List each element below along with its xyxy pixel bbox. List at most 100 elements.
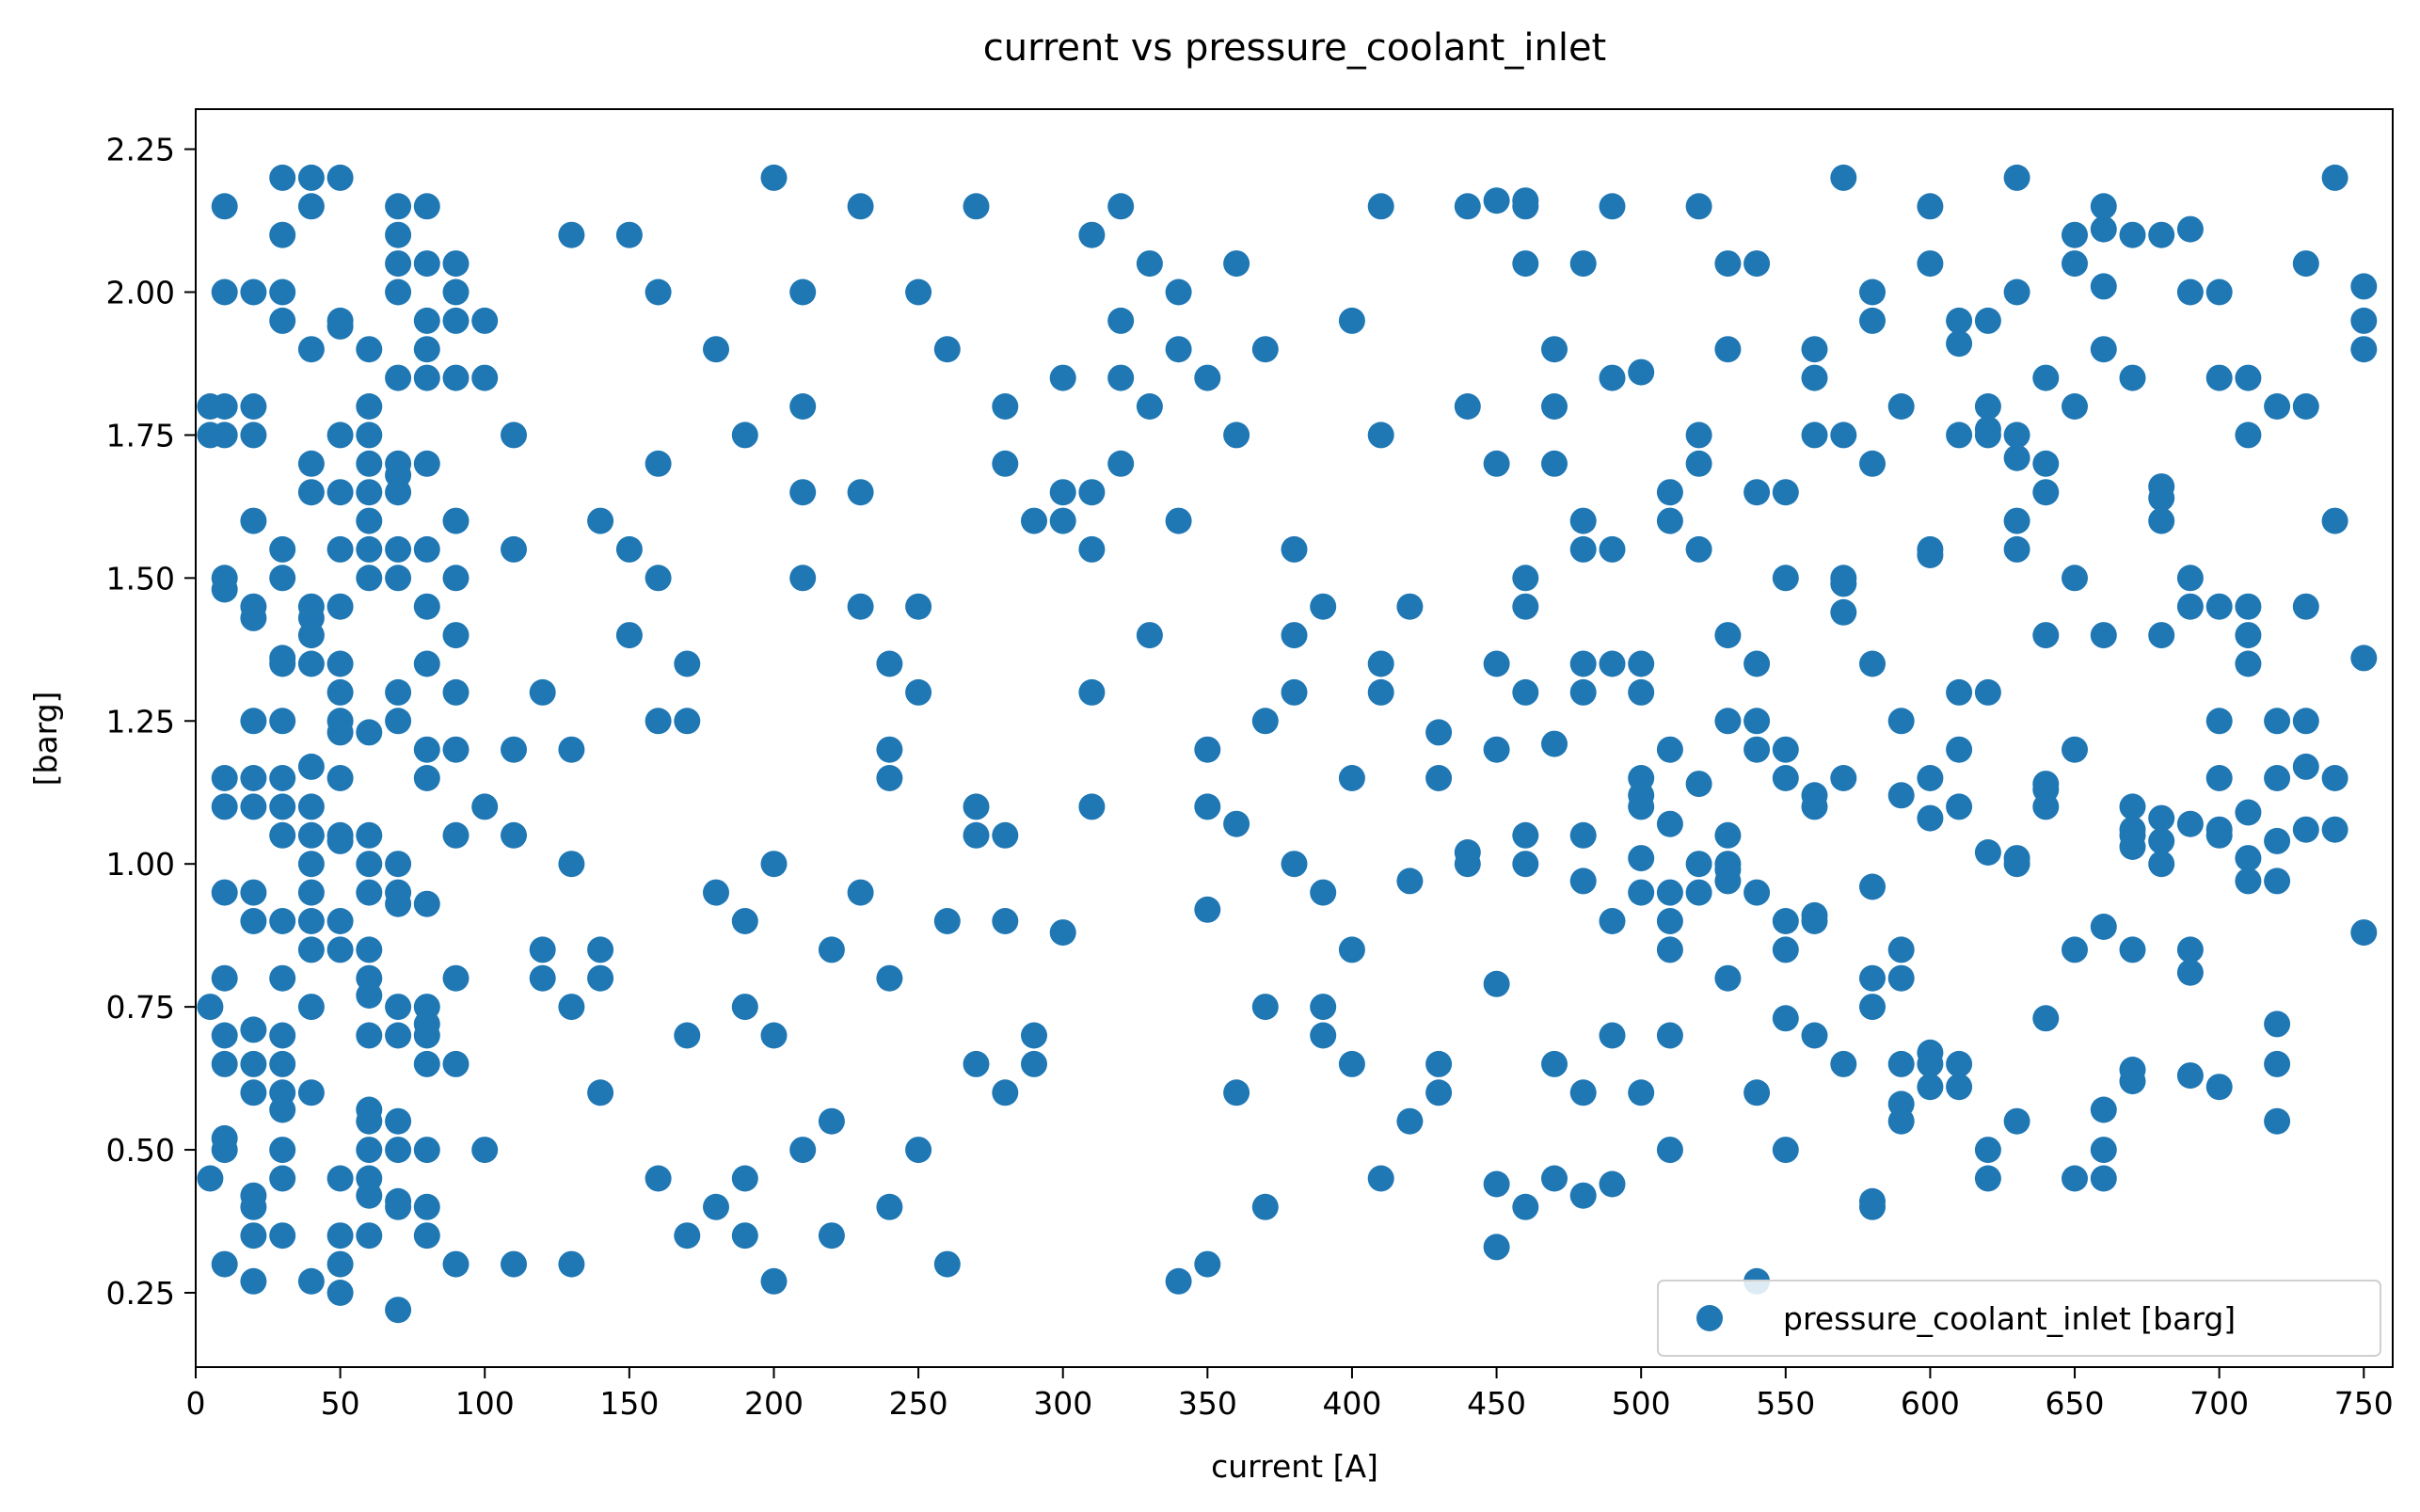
data-point xyxy=(1454,393,1481,420)
data-point xyxy=(2148,507,2175,534)
data-point xyxy=(1107,450,1135,477)
data-point xyxy=(1107,307,1135,334)
data-point xyxy=(1743,708,1771,735)
data-point xyxy=(326,164,354,191)
data-point xyxy=(1859,964,1886,992)
legend: pressure_coolant_inlet [barg] xyxy=(1657,1280,2381,1357)
data-point xyxy=(1917,250,1944,278)
data-point xyxy=(1859,873,1886,900)
data-point xyxy=(876,1193,903,1220)
data-point xyxy=(2176,936,2204,963)
data-point xyxy=(2148,804,2175,832)
data-point xyxy=(1021,1022,1047,1049)
data-point xyxy=(1628,845,1655,872)
data-point xyxy=(501,535,527,563)
data-point xyxy=(2003,507,2030,534)
data-point xyxy=(2032,1005,2060,1032)
data-point xyxy=(1396,1107,1424,1135)
x-tick-label: 750 xyxy=(2334,1385,2394,1422)
data-point xyxy=(240,1050,267,1077)
data-point xyxy=(847,879,874,906)
data-point xyxy=(326,650,354,677)
data-point xyxy=(1165,1267,1192,1295)
data-point xyxy=(326,765,354,791)
data-point xyxy=(326,936,354,963)
data-point xyxy=(2062,565,2088,592)
data-point xyxy=(1281,535,1308,563)
data-point xyxy=(1512,565,1539,592)
data-point xyxy=(1512,1193,1539,1220)
data-point xyxy=(1946,330,1973,358)
chart-title: current vs pressure_coolant_inlet xyxy=(983,26,1606,70)
data-point xyxy=(963,793,990,820)
data-point xyxy=(1367,678,1394,706)
data-point xyxy=(1830,1050,1857,1077)
data-point xyxy=(876,765,903,791)
legend-marker xyxy=(1696,1305,1723,1331)
data-point xyxy=(1656,1137,1683,1164)
data-point xyxy=(385,479,412,506)
data-point xyxy=(1599,364,1626,391)
data-point xyxy=(1743,250,1771,278)
data-point xyxy=(933,1250,961,1278)
data-point xyxy=(413,364,440,391)
data-point xyxy=(269,821,296,849)
data-point xyxy=(385,1193,412,1220)
x-tick-label: 600 xyxy=(1901,1385,1960,1422)
data-point xyxy=(731,994,758,1021)
data-point xyxy=(356,393,383,420)
data-point xyxy=(269,279,296,306)
data-point xyxy=(1974,1137,2001,1164)
data-point xyxy=(2292,393,2319,420)
data-point xyxy=(2003,851,2030,878)
data-point xyxy=(1656,507,1683,534)
x-tick-label: 50 xyxy=(321,1385,360,1422)
data-point xyxy=(385,279,412,306)
data-point xyxy=(1946,1050,1973,1077)
data-point xyxy=(326,1250,354,1278)
data-point xyxy=(413,593,440,620)
legend-entry-pressure-coolant-inlet: pressure_coolant_inlet [barg] xyxy=(1783,1300,2236,1337)
data-point xyxy=(413,1050,440,1077)
data-point xyxy=(1078,535,1106,563)
data-point xyxy=(269,765,296,791)
data-point xyxy=(2264,765,2291,791)
data-point xyxy=(645,450,672,477)
data-point xyxy=(1569,650,1597,677)
data-point xyxy=(442,1250,470,1278)
data-point xyxy=(356,507,383,534)
data-point xyxy=(2148,485,2175,512)
data-point xyxy=(1656,736,1683,763)
data-point xyxy=(905,279,932,306)
data-point xyxy=(1714,821,1742,849)
data-point xyxy=(1194,736,1221,763)
data-point xyxy=(1656,810,1683,837)
data-point xyxy=(674,650,701,677)
x-tick-label: 450 xyxy=(1467,1385,1526,1422)
data-point xyxy=(1917,765,1944,791)
data-point xyxy=(501,821,527,849)
scatter-points xyxy=(197,164,2378,1324)
data-point xyxy=(1541,1165,1568,1192)
data-point xyxy=(2003,444,2030,471)
data-point xyxy=(645,565,672,592)
data-point xyxy=(2062,221,2088,248)
data-point xyxy=(1685,851,1712,878)
data-point xyxy=(269,164,296,191)
x-axis-label: current [A] xyxy=(1211,1448,1378,1485)
data-point xyxy=(2205,593,2233,620)
data-point xyxy=(240,279,267,306)
data-point xyxy=(413,1137,440,1164)
data-point xyxy=(1512,593,1539,620)
data-point xyxy=(818,1107,845,1135)
data-point xyxy=(1887,708,1915,735)
data-point xyxy=(269,307,296,334)
data-point xyxy=(1917,804,1944,832)
data-point xyxy=(529,964,556,992)
data-point xyxy=(963,1050,990,1077)
data-point xyxy=(442,1050,470,1077)
data-point xyxy=(558,851,585,878)
data-point xyxy=(992,393,1019,420)
data-point xyxy=(442,964,470,992)
